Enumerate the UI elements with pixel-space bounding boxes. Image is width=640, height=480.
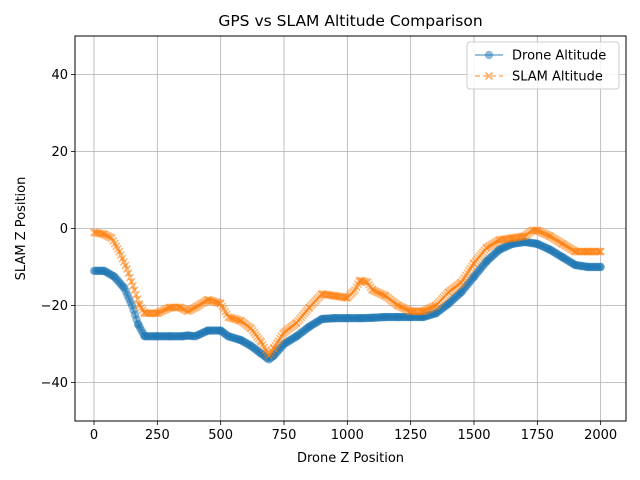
y-axis-label: SLAM Z Position bbox=[14, 177, 29, 281]
data-point bbox=[596, 247, 605, 256]
series-layer bbox=[89, 226, 605, 364]
legend-item: SLAM Altitude bbox=[475, 70, 603, 85]
data-point bbox=[133, 295, 142, 304]
x-tick-label: 750 bbox=[272, 428, 297, 443]
x-tick-label: 1750 bbox=[521, 428, 554, 443]
x-tick-label: 2000 bbox=[584, 428, 617, 443]
legend-label: SLAM Altitude bbox=[512, 70, 603, 85]
y-tick-label: −20 bbox=[41, 299, 68, 314]
grid bbox=[75, 36, 626, 421]
y-tick-label: −40 bbox=[41, 376, 68, 391]
x-axis-label: Drone Z Position bbox=[297, 451, 404, 466]
y-tick-label: 0 bbox=[60, 222, 68, 237]
legend: Drone Altitude SLAM Altitude bbox=[466, 41, 620, 90]
x-tick-label: 0 bbox=[90, 428, 98, 443]
legend-marker bbox=[484, 50, 494, 60]
series-slam-altitude bbox=[89, 226, 605, 360]
legend-box bbox=[466, 41, 620, 90]
data-point bbox=[594, 247, 603, 256]
data-point bbox=[130, 286, 139, 295]
x-tick-label: 1000 bbox=[331, 428, 364, 443]
legend-label: Drone Altitude bbox=[512, 49, 606, 64]
legend-marker bbox=[484, 71, 494, 81]
legend-item: Drone Altitude bbox=[475, 49, 606, 64]
x-tick-label: 1500 bbox=[457, 428, 490, 443]
data-point bbox=[596, 262, 605, 272]
y-tick-label: 20 bbox=[51, 145, 68, 160]
data-point bbox=[131, 290, 141, 299]
ticks: 0 250 500 750 1000 1250 1500 1750 2000 −40 −20 0 20 4… bbox=[41, 68, 618, 443]
chart-title: GPS vs SLAM Altitude Comparison bbox=[218, 12, 482, 30]
x-tick-label: 500 bbox=[208, 428, 233, 443]
x-tick-label: 1250 bbox=[394, 428, 427, 443]
x-tick-label: 250 bbox=[145, 428, 170, 443]
y-tick-label: 40 bbox=[51, 68, 68, 83]
